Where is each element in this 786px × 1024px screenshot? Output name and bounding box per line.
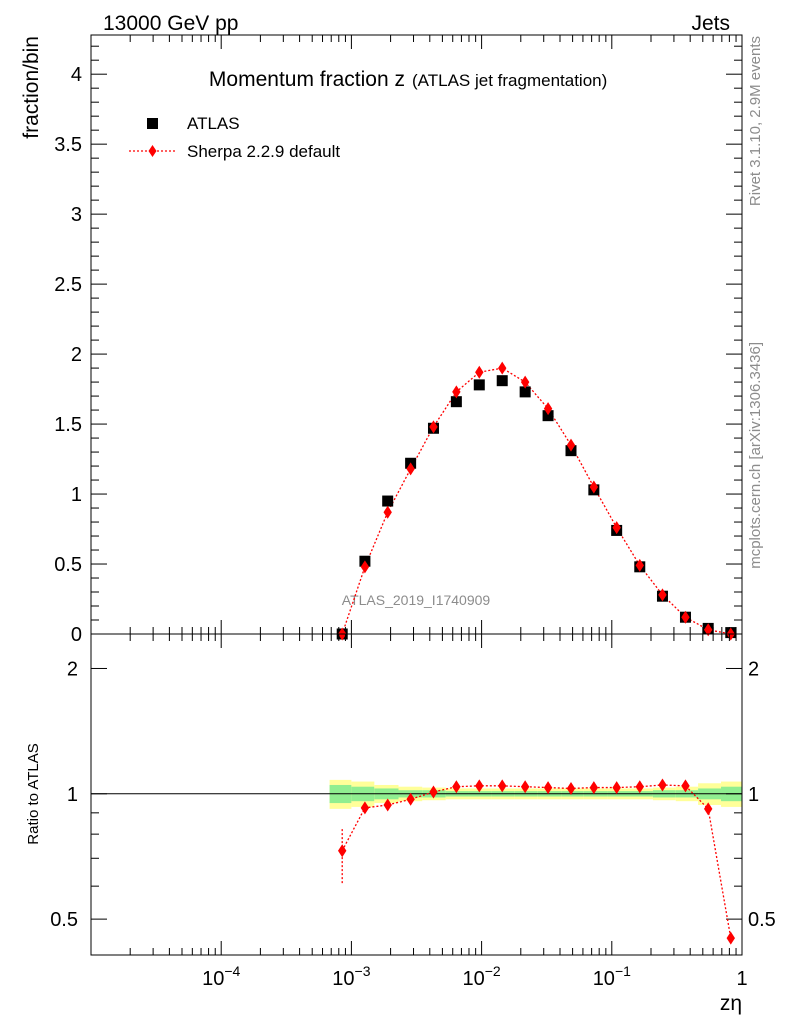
legend-atlas-label: ATLAS [187,114,240,133]
ratio-point [566,781,576,795]
main-axis-ticks: 0 0.5 1 1.5 2 2.5 3 3.5 4 [54,35,742,646]
main-y-axis-label: fraction/bin [20,36,43,139]
y-tick-label: 2 [71,344,82,366]
sherpa-point [429,420,438,434]
ratio-point [726,931,735,945]
mcplots-credit-label: mcplots.cern.ch [arXiv:1306.3436] [747,342,764,569]
y-tick-label: 0.5 [50,909,78,931]
ratio-line [341,784,732,939]
sherpa-point [452,385,461,399]
legend-sherpa-label: Sherpa 2.2.9 default [187,142,340,161]
main-series-layer [336,361,737,641]
atlas-point [519,386,531,398]
atlas-point [496,375,508,387]
ratio-point [429,785,438,799]
main-panel: Momentum fraction z (ATLAS jet fragmenta… [20,34,743,646]
x-tick-label: 10−2 [462,963,500,990]
sherpa-point [658,588,667,602]
atlas-point [542,410,554,422]
ratio-point [543,781,553,795]
atlas-point [382,495,394,507]
sherpa-point [635,558,644,572]
y-tick-label: 1 [67,784,78,806]
y-tick-label: 2 [67,659,78,681]
legend-sherpa-marker [148,145,157,157]
y-tick-label: 0.5 [54,554,82,576]
energy-label: 13000 GeV pp [103,12,238,35]
ratio-point [498,779,507,793]
y-tick-label: 4 [71,64,82,86]
y-tick-label-right: 2 [748,659,759,681]
x-tick-label: 10−4 [202,963,240,990]
ratio-point [360,801,370,815]
ratio-panel: Ratio to ATLAS zη 10−4 10−3 10−2 10−1 1 0.5 0.… [25,633,776,1015]
ratio-point [406,792,415,806]
x-tick-label: 10−1 [593,963,631,990]
ratio-point [681,779,690,793]
ratio-point [520,780,530,794]
y-tick-label: 0 [71,624,82,646]
y-tick-label: 3 [71,204,82,226]
ratio-axis-ticks: 10−4 10−3 10−2 10−1 1 0.5 0.5 1 1 2 2 [50,634,776,990]
main-title: Momentum fraction z [209,68,405,91]
sherpa-point [543,402,553,416]
sherpa-point [498,361,507,375]
sherpa-point [406,462,415,476]
x-tick-label: 10−3 [332,963,370,990]
ratio-point [383,798,392,812]
analysis-watermark: ATLAS_2019_I1740909 [342,592,491,608]
legend: ATLAS Sherpa 2.2.9 default [129,114,340,161]
sherpa-point [589,480,599,494]
sherpa-point [566,438,576,452]
y-tick-label: 1 [71,484,82,506]
y-tick-label: 3.5 [54,134,82,156]
ratio-frame [90,633,743,956]
sherpa-point [360,560,370,574]
ratio-y-axis-label: Ratio to ATLAS [25,743,42,844]
sherpa-point [612,521,621,535]
sherpa-point [681,610,690,624]
sherpa-point [383,505,392,519]
y-tick-label: 1.5 [54,414,82,436]
atlas-point [473,379,485,391]
ratio-point [475,779,484,793]
ratio-point [612,781,621,795]
rivet-version-label: Rivet 3.1.10, 2.9M events [747,36,764,206]
ratio-point [338,844,347,858]
atlas-point [450,396,462,408]
x-axis-label: zη [720,992,742,1015]
ratio-point [452,780,461,794]
legend-atlas-marker [147,118,158,129]
sherpa-point [703,623,713,637]
ratio-point [589,781,599,795]
x-tick-label: 1 [736,968,747,990]
y-tick-label-right: 0.5 [748,909,776,931]
ratio-point [635,780,644,794]
main-subtitle: (ATLAS jet fragmentation) [412,71,607,90]
ratio-series-layer [338,778,735,945]
sherpa-point [475,365,484,379]
ratio-point [658,778,667,792]
sherpa-point [520,375,530,389]
ratio-point [703,802,713,816]
y-tick-label-right: 1 [748,784,759,806]
y-tick-label: 2.5 [54,274,82,296]
process-label: Jets [691,12,730,35]
